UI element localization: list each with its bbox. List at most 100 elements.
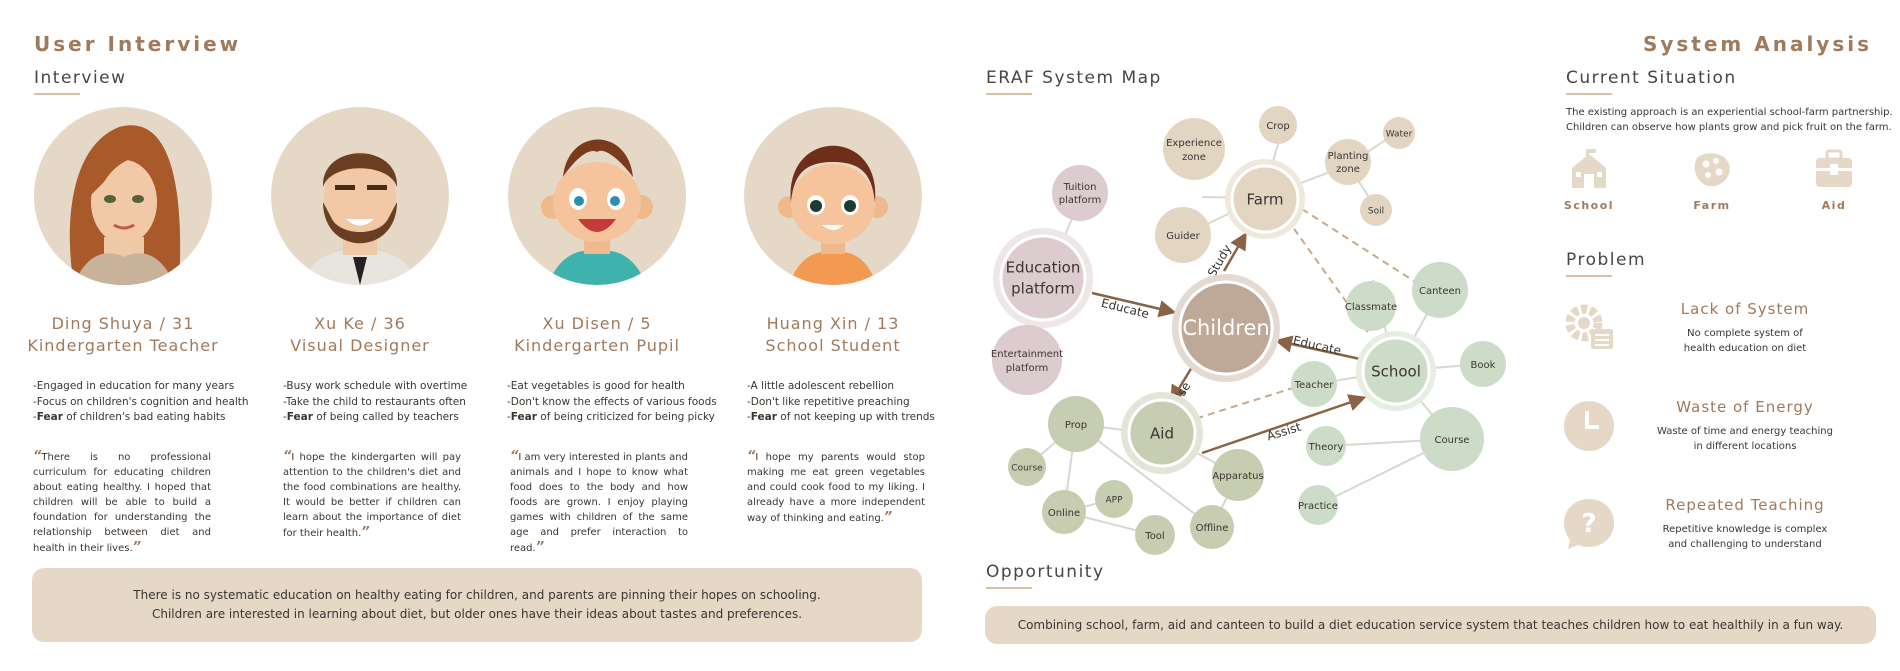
persona-xu-disen: Xu Disen / 5 Kindergarten Pupil -Eat veg… (497, 107, 717, 555)
avatar-pupil (508, 107, 686, 285)
node-apparatus (1212, 449, 1264, 501)
node-soil (1360, 194, 1392, 226)
gear-list-icon (1565, 304, 1613, 349)
persona-huang-xin: Huang Xin / 13 School Student -A little … (733, 107, 935, 525)
dashed-relations (1184, 208, 1421, 423)
question-bubble-icon: ? (1564, 499, 1614, 549)
persona-name: Huang Xin / 13 (766, 314, 900, 333)
node-label: Planting (1328, 151, 1369, 162)
persona-traits: -Eat vegetables is good for health -Don'… (507, 379, 717, 426)
avatar-designer (271, 107, 449, 285)
node-label: Canteen (1419, 286, 1461, 297)
clock-icon (1564, 401, 1614, 451)
node-label: Education (1006, 259, 1081, 277)
aid-icon-block: Aid (1789, 148, 1879, 212)
node-offline (1190, 505, 1234, 549)
farm-icon (1694, 153, 1730, 187)
persona-role: Kindergarten Pupil (514, 336, 680, 355)
node-label: School (1371, 363, 1421, 381)
problem-repeated-teaching: Repeated Teaching Repetitive knowledge i… (1640, 496, 1850, 552)
node-label: Online (1048, 508, 1080, 519)
trait-item: -Take the child to restaurants often (283, 395, 466, 408)
persona-traits: -A little adolescent rebellion -Don't li… (747, 379, 947, 426)
node-label: Entertainment (991, 349, 1063, 360)
problem-waste-of-energy: Waste of Energy Waste of time and energy… (1640, 398, 1850, 454)
node-aid (1127, 398, 1197, 468)
svg-text:?: ? (1581, 509, 1596, 539)
node-farm (1230, 164, 1300, 234)
node-label: Water (1386, 130, 1413, 140)
persona-traits: -Engaged in education for many years -Fo… (33, 379, 249, 426)
persona-quote: “I hope the kindergarten will pay attent… (283, 449, 461, 540)
node-label: Prop (1065, 420, 1087, 431)
interview-summary: There is no systematic education on heal… (32, 568, 922, 642)
node-label: Practice (1298, 501, 1338, 512)
persona-role: Kindergarten Teacher (27, 336, 219, 355)
trait-item: -Busy work schedule with overtime (283, 380, 468, 392)
node-label: Experience (1166, 138, 1222, 149)
avatar-teacher (34, 107, 212, 285)
trait-fear: -Fear of being criticized for being pick… (507, 411, 715, 423)
problem-title: Waste of Energy (1676, 398, 1814, 416)
current-situation-subtitle: Current Situation (1566, 68, 1737, 95)
node-classmate (1346, 281, 1396, 331)
farm-label: Farm (1693, 199, 1731, 212)
problem-subtitle: Problem (1566, 250, 1647, 277)
node-label: zone (1182, 152, 1206, 163)
problem-desc: Waste of time and energy teaching in dif… (1640, 424, 1850, 454)
current-line: Children can observe how plants grow and… (1566, 122, 1892, 133)
node-label: Farm (1247, 191, 1284, 209)
node-experience-zone (1163, 118, 1225, 180)
node-label: platform (1006, 363, 1049, 374)
avatar-student (744, 107, 922, 285)
trait-fear: -Fear of not keeping up with trends (747, 411, 935, 423)
aid-kit-icon (1816, 149, 1852, 187)
node-label: Course (1435, 435, 1470, 446)
node-online (1042, 490, 1086, 534)
persona-traits: -Busy work schedule with overtime -Take … (283, 379, 483, 426)
persona-role: School Student (765, 336, 901, 355)
persona-name: Xu Disen / 5 (542, 314, 652, 333)
node-label: Teacher (1294, 380, 1335, 391)
node-education-platform (999, 234, 1087, 322)
opportunity-box: Combining school, farm, aid and canteen … (985, 606, 1876, 644)
problem-title: Repeated Teaching (1665, 496, 1825, 514)
node-book (1460, 341, 1506, 387)
trait-item: -Eat vegetables is good for health (507, 380, 685, 392)
persona-quote: “I am very interested in plants and anim… (510, 449, 688, 555)
node-planting-zone (1325, 139, 1371, 185)
problem-desc-line: and challenging to understand (1668, 539, 1822, 550)
node-water (1383, 117, 1415, 149)
problem-desc-line: in different locations (1693, 441, 1797, 452)
school-icon (1572, 149, 1606, 188)
node-practice (1298, 485, 1338, 525)
problem-lack-of-system: Lack of System No complete system of hea… (1640, 300, 1850, 356)
node-course-aid (1008, 448, 1046, 486)
trait-item: -Engaged in education for many years (33, 380, 235, 392)
trait-item: -A little adolescent rebellion (747, 380, 895, 392)
node-label: zone (1336, 164, 1360, 175)
opportunity-text: Combining school, farm, aid and canteen … (1017, 618, 1844, 632)
persona-name: Xu Ke / 36 (314, 314, 406, 333)
persona-xu-ke: Xu Ke / 36 Visual Designer -Busy work sc… (260, 107, 467, 540)
user-interview-title: User Interview (34, 32, 242, 56)
node-label: Crop (1266, 121, 1289, 132)
flow-arrows (1091, 231, 1367, 455)
problem-icon-block (1563, 299, 1615, 355)
node-teacher (1291, 361, 1337, 407)
node-label: platform (1011, 280, 1075, 298)
node-label: Theory (1308, 442, 1344, 453)
current-situation-text: The existing approach is an experiential… (1566, 105, 1893, 135)
node-course-school (1420, 407, 1484, 471)
node-tool (1135, 515, 1175, 555)
node-crop (1259, 106, 1297, 144)
problem-icon-block: ? (1563, 498, 1615, 554)
trait-item: -Don't know the effects of various foods (507, 395, 717, 408)
persona-name: Ding Shuya / 31 (51, 314, 195, 333)
school-icon-block: School (1544, 148, 1634, 212)
node-label: Tool (1144, 531, 1164, 542)
persona-quote: “I hope my parents would stop making me … (747, 449, 925, 525)
node-tuition-platform (1052, 165, 1108, 221)
current-line: The existing approach is an experiential… (1566, 107, 1893, 118)
node-school (1361, 336, 1431, 406)
